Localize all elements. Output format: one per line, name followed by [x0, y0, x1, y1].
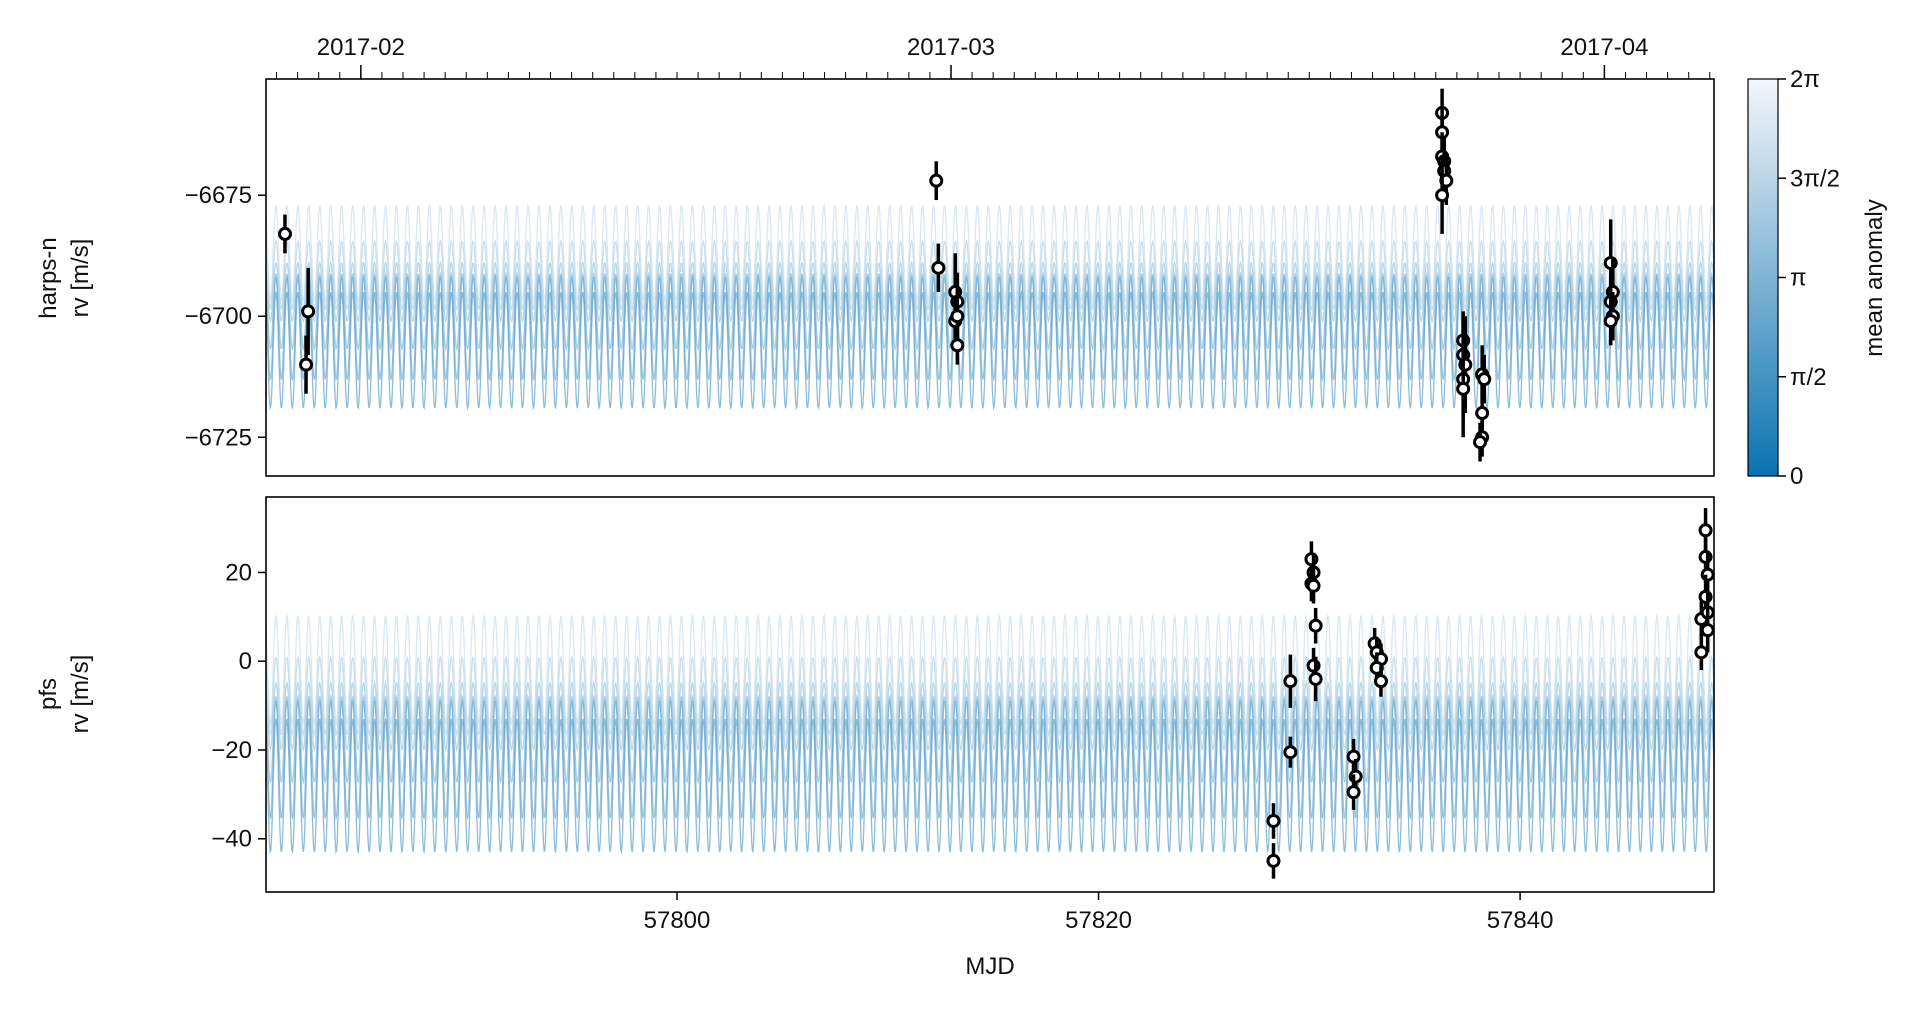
date-axis: 2017-02 2017-03 2017-04 — [276, 34, 1711, 79]
colorbar: 0 π/2 π 3π/2 2π mean anomaly — [1747, 66, 1888, 490]
data-point — [929, 173, 944, 188]
colorbar-title: mean anomaly — [1861, 199, 1888, 356]
model-curve — [266, 613, 1714, 728]
y-ticks: 20 0 −20 −40 — [211, 559, 266, 853]
data-points — [277, 88, 1620, 462]
data-point — [1435, 188, 1450, 203]
panel-harps-n: −6675 −6700 −6725 harps-n rv [m/s] — [35, 78, 1715, 477]
data-point — [1266, 853, 1281, 868]
x-tick-label: 57820 — [1065, 907, 1132, 934]
y-tick-label: −20 — [211, 737, 252, 764]
y-tick-label: −40 — [211, 826, 252, 853]
data-point — [1473, 435, 1488, 450]
y-axis-title-line1: pfs — [35, 678, 62, 710]
y-ticks: −6675 −6700 −6725 — [185, 182, 266, 451]
y-axis-title-line2: rv [m/s] — [67, 655, 94, 734]
model-band — [266, 203, 1714, 411]
data-point — [1477, 372, 1492, 387]
data-point — [1306, 578, 1321, 593]
model-curve — [266, 716, 1714, 855]
model-curve — [266, 271, 1714, 352]
data-point — [1603, 314, 1618, 329]
data-point — [1308, 671, 1323, 686]
colorbar-tick-label: π/2 — [1790, 364, 1827, 391]
x-tick-label: 57800 — [644, 907, 711, 934]
panel-pfs: 20 0 −20 −40 pfs rv [m/s] — [35, 496, 1715, 893]
y-tick-label: −6725 — [185, 424, 252, 451]
colorbar-tick-label: 2π — [1790, 66, 1820, 93]
model-band — [266, 613, 1714, 855]
plot-frame — [265, 496, 1715, 893]
colorbar-ticks: 0 π/2 π 3π/2 2π — [1778, 66, 1840, 490]
model-curve — [266, 260, 1714, 324]
data-point — [1456, 381, 1471, 396]
date-tick-label: 2017-03 — [907, 34, 995, 61]
data-point — [277, 226, 292, 241]
colorbar-tick-label: 3π/2 — [1790, 165, 1840, 192]
colorbar-tick-label: π — [1790, 265, 1807, 292]
x-tick-label: 57840 — [1487, 907, 1554, 934]
colorbar-gradient — [1747, 78, 1779, 477]
model-curve — [266, 238, 1714, 312]
model-curve — [266, 654, 1714, 738]
data-point — [1698, 523, 1713, 538]
data-point — [950, 338, 965, 353]
data-point — [1700, 623, 1715, 638]
data-points — [1266, 508, 1715, 879]
date-major-ticks: 2017-02 2017-03 2017-04 — [317, 34, 1648, 79]
data-point — [1283, 674, 1298, 689]
y-tick-label: 0 — [239, 648, 252, 675]
model-curve — [266, 289, 1714, 411]
y-axis-title-line2: rv [m/s] — [67, 239, 94, 318]
y-tick-label: −6700 — [185, 303, 252, 330]
date-tick-label: 2017-02 — [317, 34, 405, 61]
date-tick-label: 2017-04 — [1560, 34, 1648, 61]
x-axis-title: MJD — [965, 953, 1014, 980]
data-point — [1694, 645, 1709, 660]
model-curve — [266, 680, 1714, 752]
data-point — [1475, 406, 1490, 421]
data-point — [301, 304, 316, 319]
data-point — [950, 309, 965, 324]
data-point — [299, 357, 314, 372]
x-ticks: 57800 57820 57840 — [644, 892, 1554, 934]
data-point — [1266, 813, 1281, 828]
y-tick-label: 20 — [225, 559, 252, 586]
data-point — [1373, 674, 1388, 689]
model-curve — [266, 203, 1714, 304]
y-axis-title-line1: harps-n — [35, 237, 62, 318]
colorbar-tick-label: 0 — [1790, 463, 1803, 490]
data-point — [931, 260, 946, 275]
data-point — [1346, 785, 1361, 800]
plot-frame — [265, 78, 1715, 477]
data-point — [1308, 618, 1323, 633]
date-minor-ticks — [276, 72, 1711, 79]
model-curve — [266, 693, 1714, 785]
data-point — [1283, 745, 1298, 760]
y-tick-label: −6675 — [185, 182, 252, 209]
